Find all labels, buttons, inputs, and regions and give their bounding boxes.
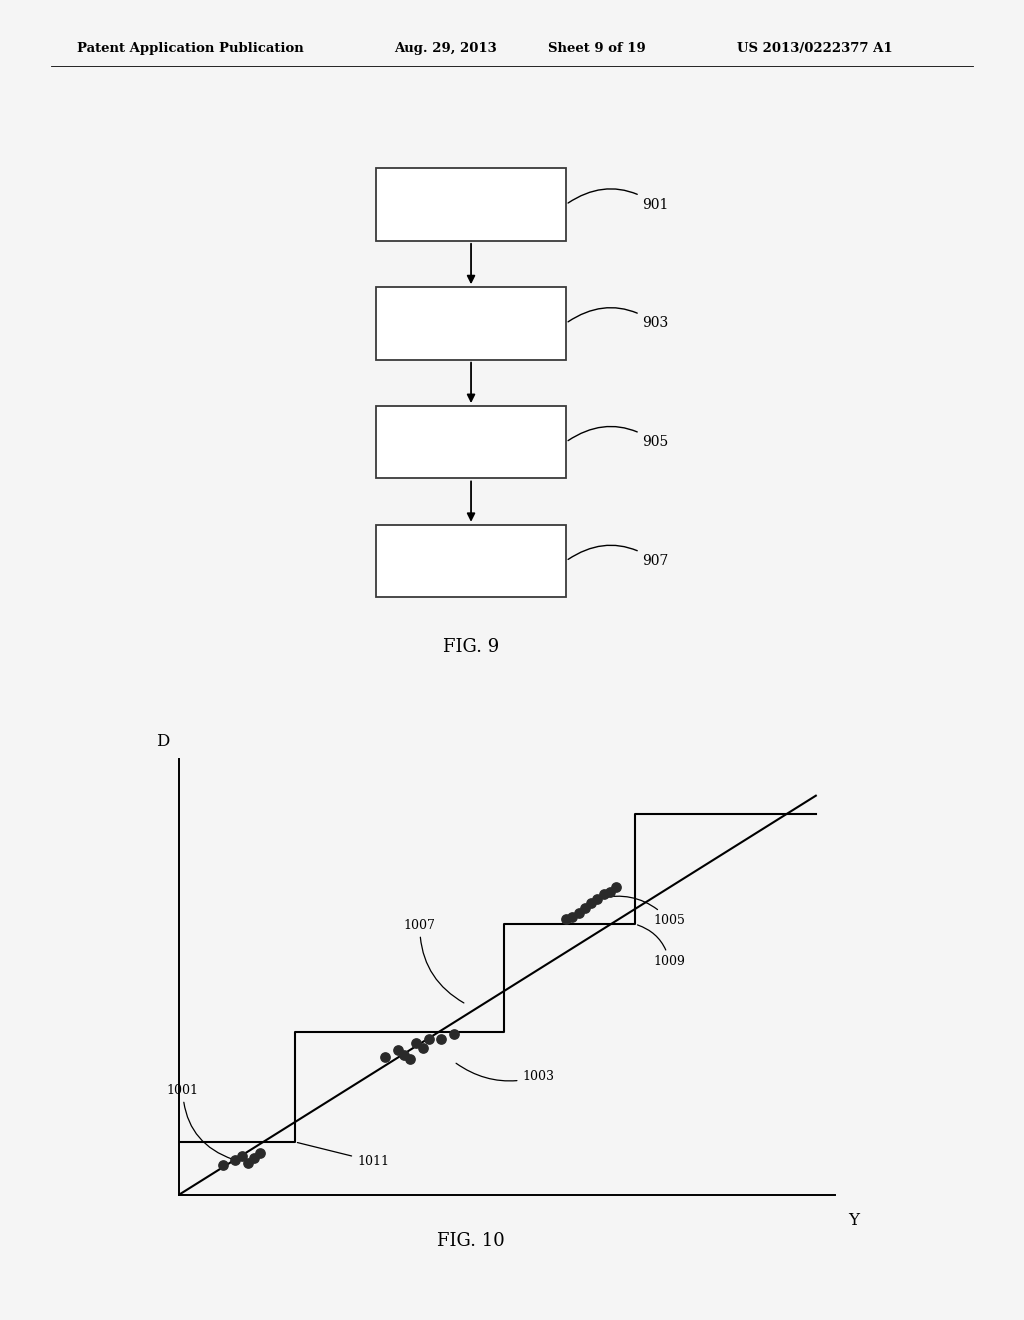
- Text: Aug. 29, 2013: Aug. 29, 2013: [394, 42, 497, 55]
- Text: FIG. 10: FIG. 10: [437, 1232, 505, 1250]
- Point: [395, 1044, 412, 1065]
- Text: 1011: 1011: [297, 1143, 389, 1168]
- Text: FIG. 9: FIG. 9: [443, 638, 499, 656]
- Text: 907: 907: [568, 545, 669, 568]
- Text: 1007: 1007: [403, 919, 464, 1003]
- Point: [602, 882, 618, 903]
- Point: [564, 907, 581, 928]
- Point: [252, 1143, 268, 1164]
- Text: Patent Application Publication: Patent Application Publication: [77, 42, 303, 55]
- Point: [240, 1152, 256, 1173]
- Text: 905: 905: [568, 426, 669, 449]
- Point: [445, 1023, 462, 1044]
- Point: [227, 1150, 244, 1171]
- Text: 1009: 1009: [638, 925, 685, 969]
- Point: [570, 902, 587, 923]
- Point: [215, 1154, 231, 1175]
- Point: [233, 1144, 250, 1166]
- Point: [577, 898, 593, 919]
- Point: [583, 892, 599, 913]
- Bar: [377, 168, 565, 242]
- Point: [246, 1147, 262, 1168]
- Point: [433, 1028, 450, 1049]
- Point: [589, 888, 605, 909]
- Text: 1001: 1001: [167, 1084, 232, 1159]
- Text: 903: 903: [568, 308, 669, 330]
- Text: D: D: [156, 734, 170, 750]
- Point: [608, 876, 625, 898]
- Text: 1003: 1003: [456, 1063, 554, 1082]
- Point: [402, 1049, 419, 1071]
- Bar: [377, 525, 565, 597]
- Point: [415, 1038, 431, 1059]
- Point: [595, 883, 611, 904]
- Text: Y: Y: [848, 1212, 859, 1229]
- Point: [377, 1047, 393, 1068]
- Bar: [377, 286, 565, 359]
- Text: Sheet 9 of 19: Sheet 9 of 19: [548, 42, 645, 55]
- Text: US 2013/0222377 A1: US 2013/0222377 A1: [737, 42, 893, 55]
- Point: [558, 909, 574, 931]
- Text: 1005: 1005: [600, 896, 685, 927]
- Point: [421, 1028, 437, 1049]
- Point: [389, 1040, 406, 1061]
- Point: [409, 1032, 425, 1053]
- Bar: [377, 405, 565, 478]
- Text: 901: 901: [568, 189, 669, 211]
